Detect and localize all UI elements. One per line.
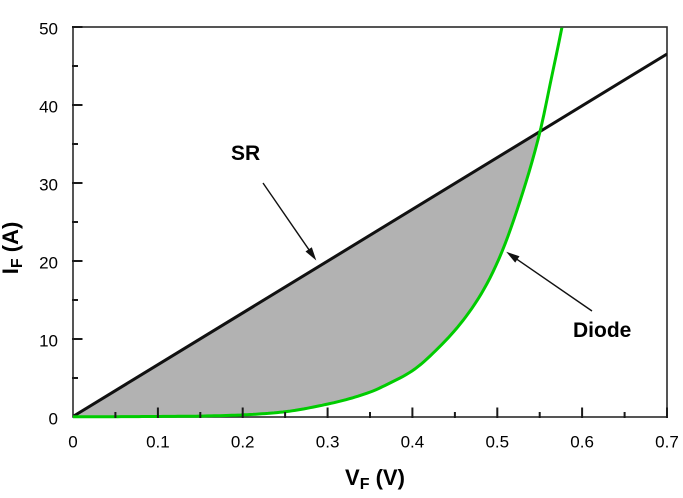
svg-text:SR: SR bbox=[231, 142, 260, 165]
svg-text:0.7: 0.7 bbox=[655, 432, 679, 451]
svg-text:10: 10 bbox=[39, 331, 58, 350]
svg-text:VF (V): VF (V) bbox=[345, 465, 405, 493]
svg-text:0.5: 0.5 bbox=[485, 432, 509, 451]
svg-text:0.4: 0.4 bbox=[401, 432, 425, 451]
svg-text:0.1: 0.1 bbox=[146, 432, 170, 451]
svg-text:40: 40 bbox=[39, 97, 58, 116]
svg-text:0: 0 bbox=[68, 432, 77, 451]
svg-text:30: 30 bbox=[39, 175, 58, 194]
svg-text:0.2: 0.2 bbox=[231, 432, 255, 451]
svg-text:20: 20 bbox=[39, 253, 58, 272]
svg-text:0: 0 bbox=[49, 409, 58, 428]
svg-text:0.3: 0.3 bbox=[316, 432, 340, 451]
svg-text:50: 50 bbox=[39, 19, 58, 38]
svg-text:Diode: Diode bbox=[573, 319, 631, 342]
svg-text:0.6: 0.6 bbox=[570, 432, 594, 451]
